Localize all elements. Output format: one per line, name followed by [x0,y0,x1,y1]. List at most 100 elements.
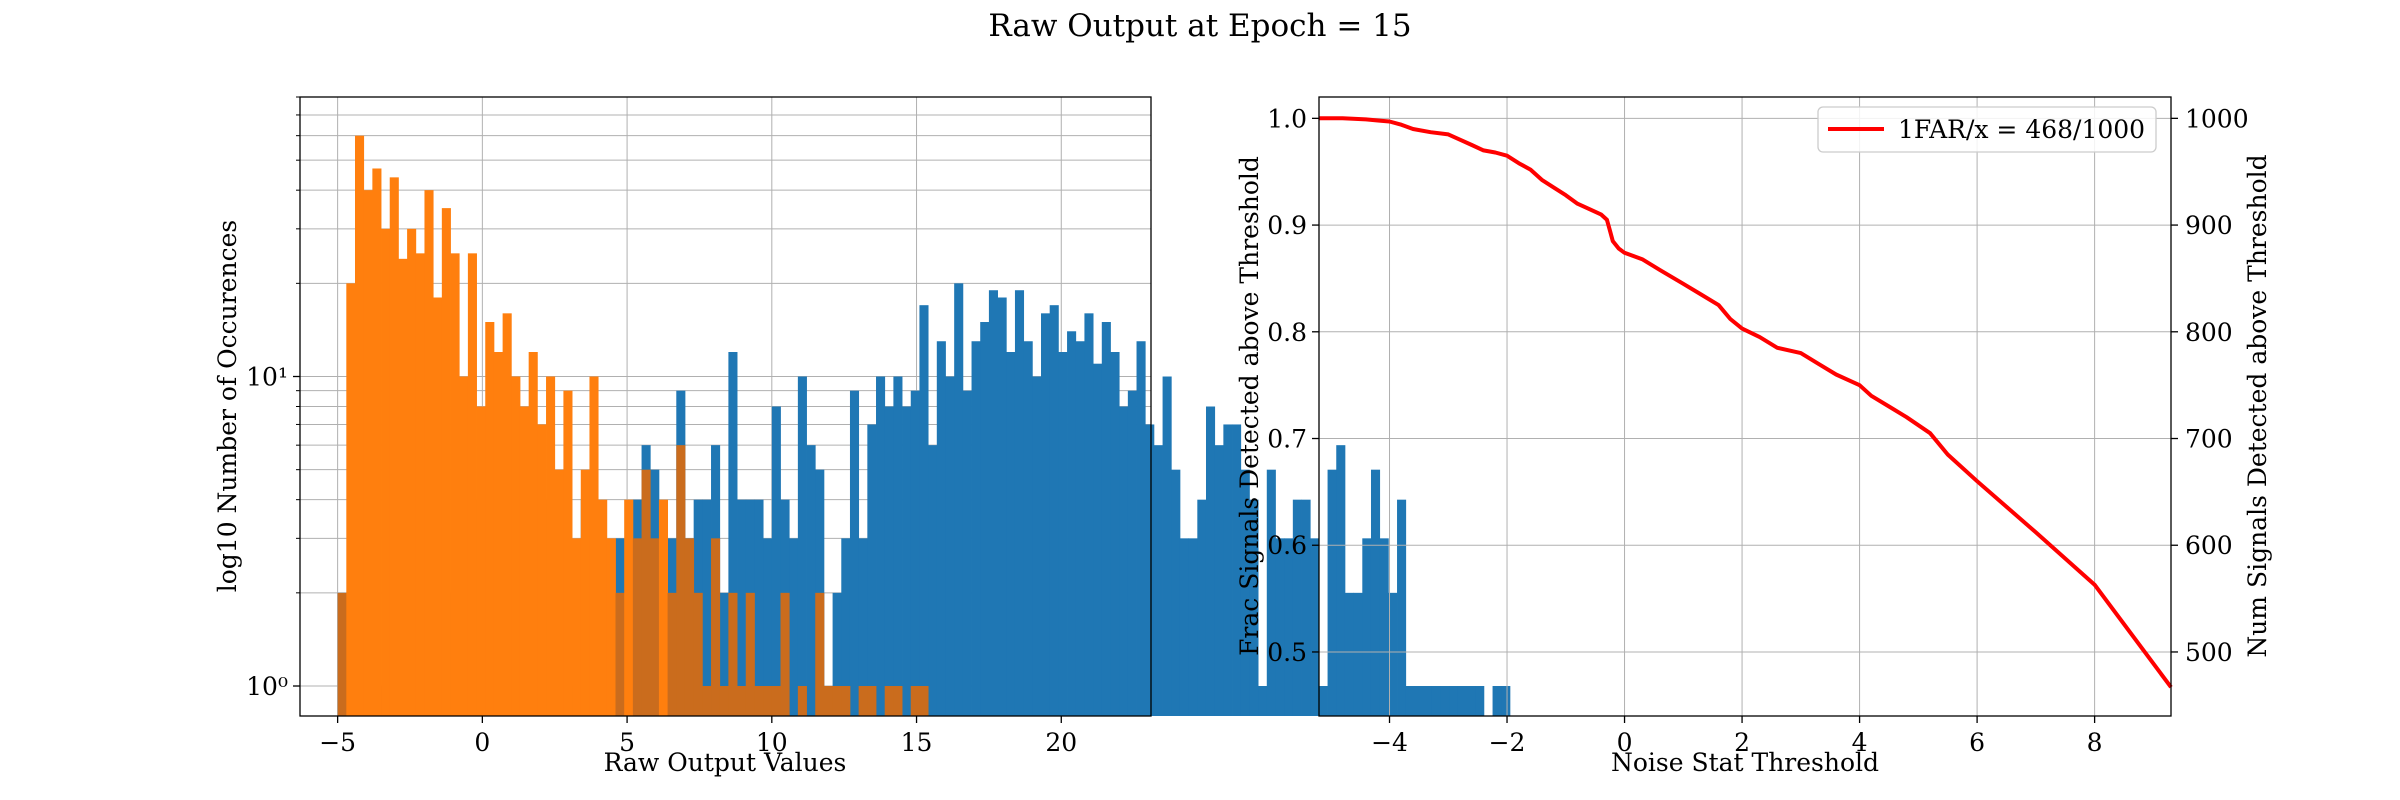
detection-y-tick-label-right: 600 [2185,531,2233,560]
histogram-orange-bar [745,592,755,716]
histogram-orange-bar [823,686,833,716]
histogram-blue-bar [1232,424,1242,716]
histogram-orange-bar [867,686,877,716]
histogram-blue-bar [1258,686,1268,716]
histogram-blue-bar [1501,686,1511,716]
histogram-blue-bar [1136,341,1146,716]
histogram-orange-bar [511,376,521,716]
detection-y-tick-label-right: 900 [2185,211,2233,240]
histogram-blue-bar [858,538,868,716]
histogram-orange-bar [615,592,625,716]
detection-y-tick-label-left: 0.6 [1267,531,1307,560]
histogram-blue-bar [980,322,990,716]
histogram-blue-bar [1440,686,1450,716]
histogram-orange-bar [624,499,634,716]
detection-y-tick-label-right: 800 [2185,318,2233,347]
histogram-blue-bar [1431,686,1441,716]
histogram-blue-bar [763,538,773,716]
histogram-orange-bar [459,376,469,716]
histogram-blue-bar [1197,499,1207,716]
histogram-blue-bar [971,341,981,716]
detection-y-tick-label-left: 0.5 [1267,638,1307,667]
histogram-orange-bar [346,283,356,716]
histogram-orange-bar [754,686,764,716]
histogram-blue-bar [1023,341,1033,716]
histogram-blue-bar [1101,322,1111,716]
histogram-orange-bar [780,592,790,716]
histogram-blue-bar [728,351,738,716]
histogram-blue-bar [1492,686,1502,716]
histogram-blue-bar [719,592,729,716]
histogram-blue-bar [1292,499,1302,716]
histogram-blue-bar [1449,686,1459,716]
histogram-blue-bar [1075,341,1085,716]
histogram-orange-bar [485,322,495,716]
histogram-orange-bar [363,190,373,717]
detection-y-axis-label-right: Num Signals Detected above Threshold [2243,154,2272,657]
histogram-blue-bar [910,390,920,716]
histogram-orange-bar [433,297,443,716]
histogram-orange-bar [424,190,434,717]
detection-x-tick-label: −2 [1489,728,1526,757]
histogram-blue-bar [1032,376,1042,716]
histogram-blue-bar [1014,290,1025,716]
detection-y-ticks-right: 500 600 700 800 900 1000 [2171,104,2249,667]
histogram-blue-bar [1423,686,1433,716]
detection-x-tick-label: 2 [1734,728,1750,757]
histogram-blue-bar [1466,686,1476,716]
histogram-blue-bar [1006,351,1016,716]
histogram-orange-bar [528,351,538,716]
detection-curve [1319,116,2173,689]
histogram-y-tick-label: 10⁰ [246,672,288,701]
histogram-orange-bar [919,686,929,716]
histogram-orange-bar [728,592,738,716]
detection-y-tick-label-right: 700 [2185,425,2233,454]
histogram-blue-bar [876,376,886,716]
histogram-blue-bar [962,390,972,716]
histogram-blue-bar [702,499,712,716]
histogram-orange-bar [502,313,512,716]
histogram-blue-bar [1475,686,1485,716]
histogram-x-tick-label: 10 [756,728,788,757]
histogram-blue-bar [1214,445,1224,716]
histogram-y-ticks: 10⁰ 10¹ [246,96,300,701]
detection-panel: −4 −2 0 2 4 6 8 0.5 0.6 0.7 0.8 0.9 1.0 500 600 700 80… [1235,96,2272,777]
histogram-blue-bar [1370,469,1381,716]
legend-box [1817,106,2157,153]
histogram-blue-bar [1379,538,1389,716]
histogram-blue-bar [1240,469,1250,716]
figure-title: Raw Output at Epoch = 15 [988,8,1411,44]
histogram-x-axis-label: Raw Output Values [604,748,847,777]
histogram-orange-bar [537,424,547,716]
histogram-blue-bar [893,376,903,716]
histogram-orange-bar [493,351,504,716]
histogram-x-tick-label: 20 [1045,728,1077,757]
histogram-blue-bar [1205,406,1216,716]
histogram-orange-bar [580,469,590,716]
histogram-orange-bar [632,538,642,716]
histogram-blue-bar [1049,305,1059,716]
histogram-orange-bar [737,686,747,716]
detection-y-ticks-left: 0.5 0.6 0.7 0.8 0.9 1.0 [1267,104,1319,667]
histogram-blue-bar [1336,445,1346,716]
histogram-orange-bar [910,686,920,716]
histogram-blue-bar [867,424,877,716]
histogram-blue-bar [1344,592,1355,716]
histogram-orange-bar [832,686,842,716]
histogram-blue-bar [1249,499,1259,716]
histogram-blue-bar [1188,538,1198,716]
histogram-blue-bar [919,305,929,716]
histogram-orange-bar [815,592,825,716]
histogram-orange-bar [476,406,486,716]
histogram-blue-bar [1388,592,1398,716]
histogram-x-tick-label: 15 [901,728,933,757]
detection-x-tick-label: 6 [1969,728,1985,757]
histogram-blue-bar [1284,538,1294,716]
histogram-orange-bar [572,538,582,716]
detection-x-tick-label: 4 [1852,728,1868,757]
histogram-orange-bar [719,686,729,716]
histogram-blue-bar [1457,686,1467,716]
detection-x-ticks: −4 −2 0 2 4 6 8 [1371,716,2103,757]
histogram-x-ticks: −5 0 5 10 15 20 [319,716,1077,757]
